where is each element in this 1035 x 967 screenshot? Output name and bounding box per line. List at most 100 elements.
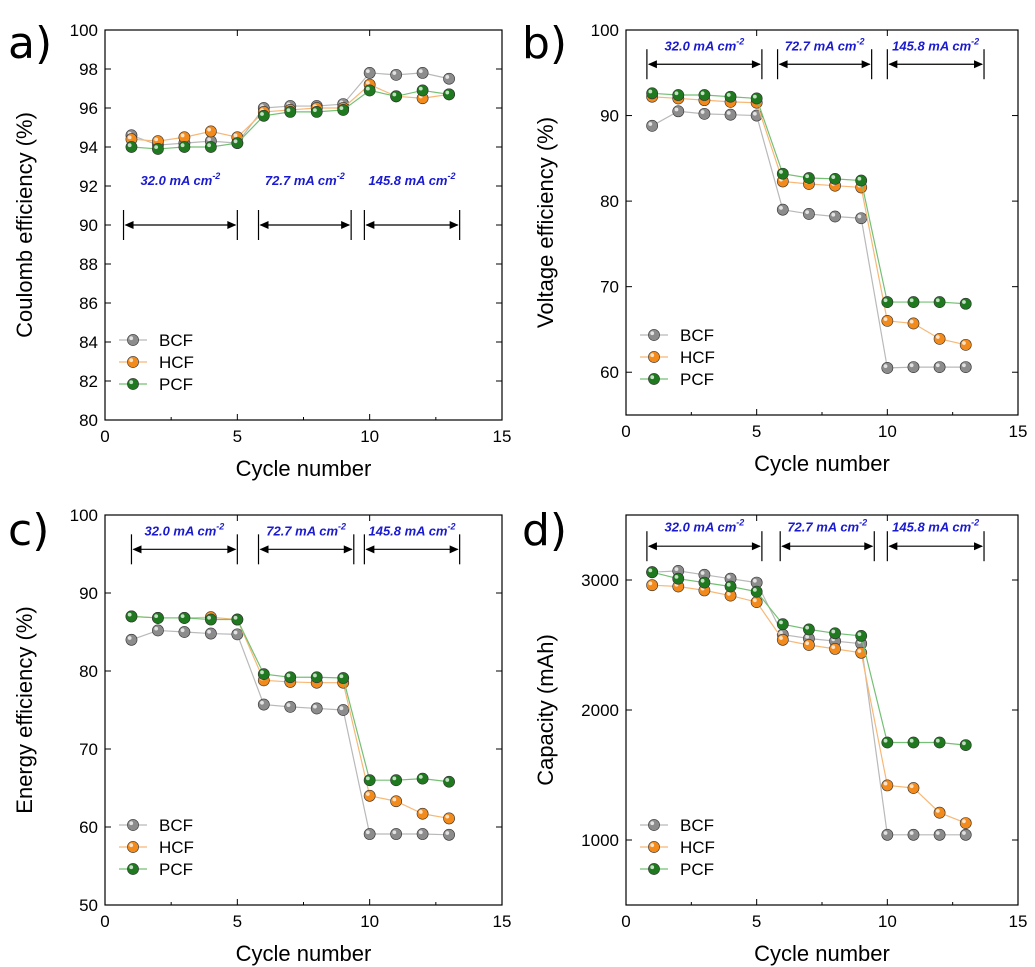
- data-point: [698, 576, 711, 589]
- panel-3-xtick-label-0: 0: [100, 912, 109, 931]
- panel-1-density-range-1: 32.0 mA cm-2: [122, 171, 238, 240]
- density-value: 145.8 mA cm: [368, 173, 447, 188]
- data-point-shine: [962, 741, 966, 746]
- legend-item-bcf: BCF: [119, 331, 193, 350]
- density-exponent: -2: [736, 36, 744, 46]
- panel-1-ytick-label-8: 96: [79, 99, 98, 118]
- data-point: [855, 212, 868, 225]
- data-point-body: [698, 107, 711, 120]
- panel-1-xtick-label-1: 5: [233, 427, 242, 446]
- data-point: [829, 172, 841, 185]
- data-point: [959, 338, 972, 351]
- data-point: [257, 109, 270, 122]
- data-point-shine: [365, 80, 370, 85]
- data-point: [390, 68, 403, 81]
- data-point: [284, 671, 297, 684]
- data-point-body: [363, 789, 376, 802]
- data-point-body: [416, 772, 429, 785]
- data-point-shine: [207, 629, 211, 634]
- panel-3-ytick-label-4: 90: [79, 584, 98, 603]
- data-point-body: [698, 576, 711, 589]
- data-point-body: [416, 67, 429, 79]
- range-arrow-left-head: [365, 221, 375, 229]
- data-point-body: [933, 332, 946, 345]
- legend-item-hcf: HCF: [119, 838, 194, 857]
- range-arrow-left-head: [132, 545, 142, 554]
- density-label: 32.0 mA cm-2: [665, 518, 745, 535]
- data-point-body: [907, 828, 920, 841]
- panel-2-ytick-label-4: 100: [591, 21, 619, 40]
- data-point: [698, 89, 711, 101]
- range-arrow-right-head: [227, 221, 237, 229]
- data-point-body: [933, 828, 946, 841]
- panel-3-ytick-label-3: 80: [79, 662, 98, 681]
- density-label: 145.8 mA cm-2: [368, 171, 455, 188]
- legend-label: PCF: [159, 375, 193, 394]
- data-point-shine: [883, 298, 888, 303]
- data-point-shine: [260, 700, 264, 705]
- panel-2-density-range-3: 145.8 mA cm-2: [886, 36, 985, 80]
- data-point-shine: [700, 578, 705, 583]
- data-point: [443, 88, 455, 101]
- legend-marker: [648, 373, 660, 385]
- data-point-shine: [365, 830, 370, 835]
- density-label: 72.7 mA cm-2: [787, 518, 867, 535]
- data-point: [907, 296, 920, 308]
- legend-marker: [648, 329, 660, 341]
- data-point-shine: [445, 831, 450, 835]
- data-point-body: [363, 828, 376, 840]
- legend-marker-body: [127, 378, 139, 390]
- data-point: [204, 627, 217, 640]
- panel-4-ytick-label-2: 3000: [581, 571, 619, 590]
- panel-2-legend: BCF HCF PCF: [640, 326, 715, 389]
- data-point-shine: [909, 363, 914, 368]
- data-point-body: [907, 317, 920, 330]
- data-point-body: [257, 668, 270, 681]
- legend-marker: [648, 863, 660, 875]
- data-point-shine: [962, 831, 966, 835]
- panel-1-ylabel: Coulomb efficiency (%): [12, 112, 37, 338]
- data-point-shine: [339, 706, 344, 711]
- data-point-shine: [154, 614, 159, 619]
- data-point: [776, 167, 789, 180]
- panel-3-series-bcf: [125, 624, 455, 841]
- data-point: [855, 646, 868, 659]
- series-line: [651, 571, 966, 746]
- legend-marker-shine: [129, 336, 134, 341]
- legend-item-pcf: PCF: [119, 375, 193, 394]
- data-point-shine: [445, 778, 450, 782]
- data-point: [363, 67, 376, 79]
- data-point-body: [959, 338, 972, 351]
- data-point-body: [933, 736, 946, 749]
- data-point: [337, 672, 350, 684]
- data-point-body: [284, 671, 297, 684]
- data-point: [933, 828, 946, 841]
- legend-marker-shine: [129, 380, 134, 385]
- data-point: [231, 137, 244, 149]
- legend-marker: [127, 334, 139, 346]
- data-point: [881, 779, 894, 792]
- legend-item-bcf: BCF: [640, 326, 714, 345]
- data-point-body: [881, 314, 894, 327]
- data-point-shine: [365, 792, 370, 796]
- data-point-shine: [909, 784, 914, 789]
- legend-item-pcf: PCF: [640, 860, 714, 879]
- data-point-shine: [700, 91, 705, 96]
- data-point: [390, 795, 403, 808]
- data-point: [390, 90, 403, 103]
- data-point-body: [698, 89, 711, 101]
- density-label: 145.8 mA cm-2: [892, 518, 979, 535]
- data-point: [337, 104, 350, 116]
- data-point: [231, 628, 244, 641]
- data-point-shine: [752, 598, 757, 603]
- data-point: [646, 119, 659, 132]
- data-point-body: [204, 613, 217, 626]
- legend-marker-shine: [650, 821, 655, 826]
- density-value: 145.8 mA cm: [892, 38, 971, 53]
- data-point-shine: [752, 111, 757, 116]
- data-point: [724, 108, 737, 121]
- panel-2-ytick-label-1: 70: [600, 278, 619, 297]
- data-point-shine: [752, 94, 757, 99]
- data-point: [803, 172, 815, 184]
- data-point: [829, 627, 841, 640]
